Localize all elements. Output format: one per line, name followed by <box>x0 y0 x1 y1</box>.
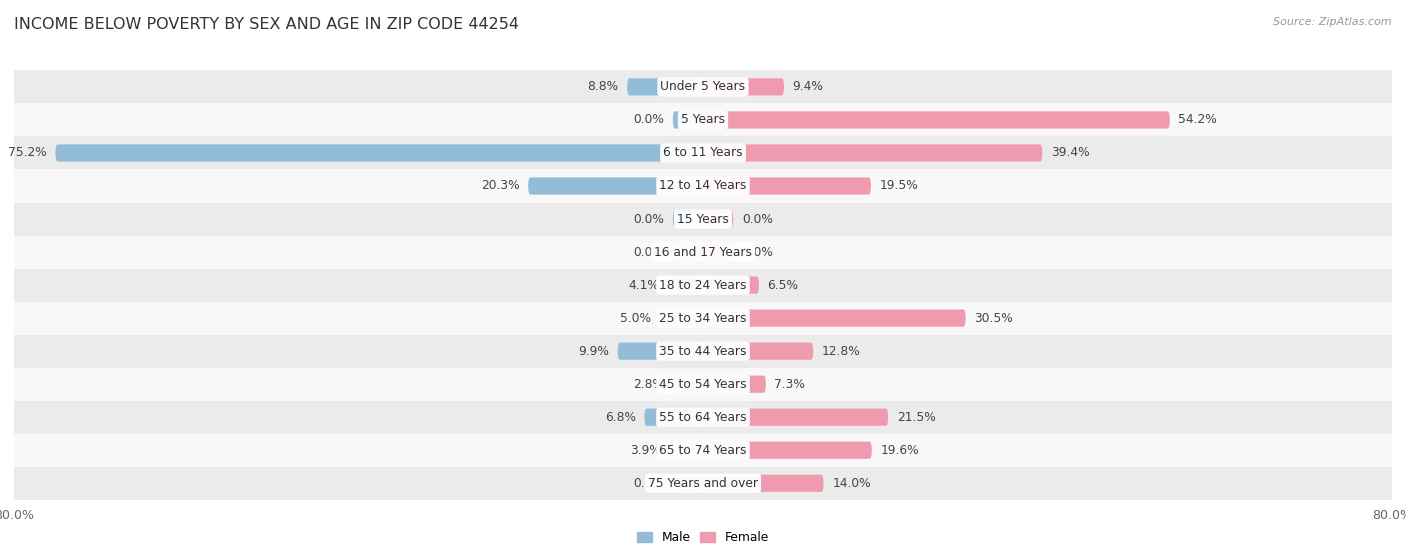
FancyBboxPatch shape <box>669 442 703 459</box>
Text: 19.6%: 19.6% <box>880 444 920 457</box>
Text: 39.4%: 39.4% <box>1050 146 1090 159</box>
Text: 20.3%: 20.3% <box>481 179 520 192</box>
Text: 75.2%: 75.2% <box>8 146 46 159</box>
Text: INCOME BELOW POVERTY BY SEX AND AGE IN ZIP CODE 44254: INCOME BELOW POVERTY BY SEX AND AGE IN Z… <box>14 17 519 32</box>
Text: 14.0%: 14.0% <box>832 477 870 490</box>
Bar <box>14 368 1392 401</box>
Text: 0.0%: 0.0% <box>633 477 664 490</box>
Text: 45 to 54 Years: 45 to 54 Years <box>659 378 747 391</box>
Text: 2.8%: 2.8% <box>633 378 664 391</box>
FancyBboxPatch shape <box>644 409 703 426</box>
FancyBboxPatch shape <box>703 343 813 360</box>
Text: 5 Years: 5 Years <box>681 113 725 126</box>
FancyBboxPatch shape <box>703 78 785 96</box>
Text: 25 to 34 Years: 25 to 34 Years <box>659 311 747 325</box>
Text: 30.5%: 30.5% <box>974 311 1012 325</box>
FancyBboxPatch shape <box>673 244 703 260</box>
Text: 4.1%: 4.1% <box>628 278 659 292</box>
Text: 0.0%: 0.0% <box>633 212 664 225</box>
FancyBboxPatch shape <box>627 78 703 96</box>
Text: 9.9%: 9.9% <box>578 345 609 358</box>
FancyBboxPatch shape <box>673 210 703 228</box>
Text: 5.0%: 5.0% <box>620 311 651 325</box>
Bar <box>14 335 1392 368</box>
FancyBboxPatch shape <box>673 376 703 393</box>
FancyBboxPatch shape <box>703 475 824 492</box>
Text: 6.5%: 6.5% <box>768 278 799 292</box>
Bar <box>14 401 1392 434</box>
Text: 21.5%: 21.5% <box>897 411 935 424</box>
Text: 3.9%: 3.9% <box>630 444 661 457</box>
Bar <box>14 434 1392 467</box>
FancyBboxPatch shape <box>703 244 733 260</box>
Text: 0.0%: 0.0% <box>633 113 664 126</box>
FancyBboxPatch shape <box>703 210 733 228</box>
FancyBboxPatch shape <box>703 376 766 393</box>
Text: 65 to 74 Years: 65 to 74 Years <box>659 444 747 457</box>
FancyBboxPatch shape <box>703 177 870 195</box>
Text: 16 and 17 Years: 16 and 17 Years <box>654 245 752 259</box>
FancyBboxPatch shape <box>703 310 966 326</box>
FancyBboxPatch shape <box>659 310 703 326</box>
Bar <box>14 103 1392 136</box>
Bar <box>14 302 1392 335</box>
FancyBboxPatch shape <box>529 177 703 195</box>
Bar <box>14 202 1392 235</box>
FancyBboxPatch shape <box>673 111 703 129</box>
FancyBboxPatch shape <box>617 343 703 360</box>
Text: 19.5%: 19.5% <box>880 179 918 192</box>
Bar <box>14 169 1392 202</box>
Text: 0.0%: 0.0% <box>742 245 773 259</box>
FancyBboxPatch shape <box>703 409 889 426</box>
Text: 18 to 24 Years: 18 to 24 Years <box>659 278 747 292</box>
Text: 12.8%: 12.8% <box>823 345 860 358</box>
FancyBboxPatch shape <box>703 111 1170 129</box>
Text: 75 Years and over: 75 Years and over <box>648 477 758 490</box>
Text: 15 Years: 15 Years <box>678 212 728 225</box>
Text: 8.8%: 8.8% <box>588 80 619 93</box>
Bar <box>14 136 1392 169</box>
FancyBboxPatch shape <box>673 475 703 492</box>
Bar <box>14 467 1392 500</box>
FancyBboxPatch shape <box>55 144 703 162</box>
Text: Source: ZipAtlas.com: Source: ZipAtlas.com <box>1274 17 1392 27</box>
Text: 0.0%: 0.0% <box>742 212 773 225</box>
Text: 55 to 64 Years: 55 to 64 Years <box>659 411 747 424</box>
Text: 35 to 44 Years: 35 to 44 Years <box>659 345 747 358</box>
FancyBboxPatch shape <box>668 277 703 293</box>
Text: 12 to 14 Years: 12 to 14 Years <box>659 179 747 192</box>
Text: 9.4%: 9.4% <box>793 80 824 93</box>
Bar <box>14 268 1392 302</box>
FancyBboxPatch shape <box>703 144 1042 162</box>
FancyBboxPatch shape <box>703 277 759 293</box>
FancyBboxPatch shape <box>703 442 872 459</box>
Text: 6 to 11 Years: 6 to 11 Years <box>664 146 742 159</box>
Bar <box>14 70 1392 103</box>
Text: Under 5 Years: Under 5 Years <box>661 80 745 93</box>
Bar <box>14 235 1392 268</box>
Text: 6.8%: 6.8% <box>605 411 636 424</box>
Text: 7.3%: 7.3% <box>775 378 806 391</box>
Legend: Male, Female: Male, Female <box>633 527 773 549</box>
Text: 0.0%: 0.0% <box>633 245 664 259</box>
Text: 54.2%: 54.2% <box>1178 113 1218 126</box>
